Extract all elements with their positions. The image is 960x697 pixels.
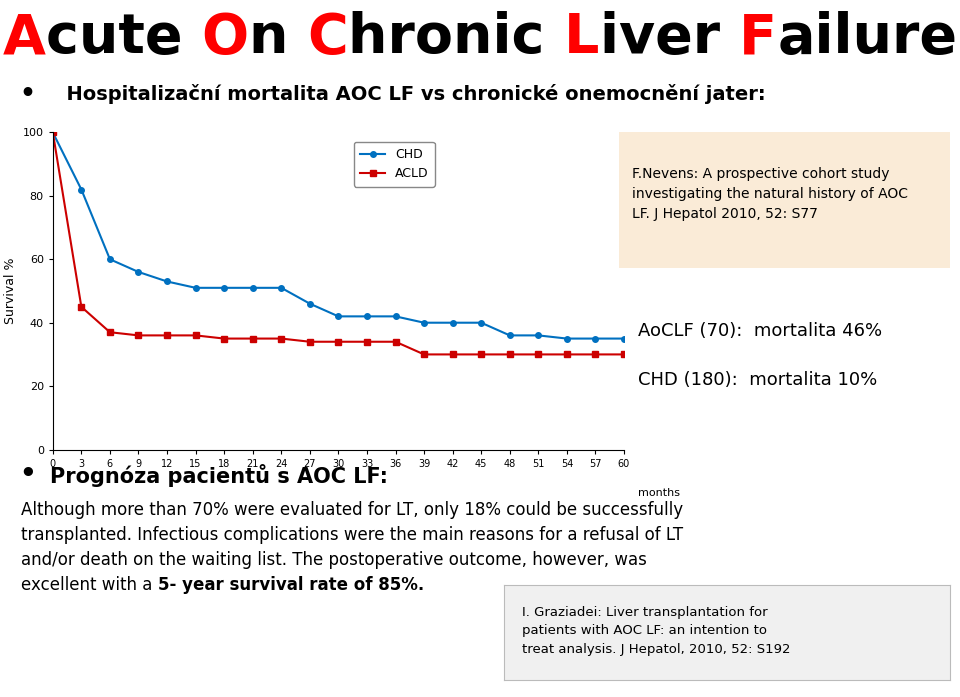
ACLD — [104, 328, 116, 337]
CHD — [533, 331, 544, 339]
Text: and/or death on the waiting list. The postoperative outcome, however, was: and/or death on the waiting list. The po… — [21, 551, 647, 569]
Text: CHD (180):  mortalita 10%: CHD (180): mortalita 10% — [638, 371, 877, 389]
Text: Although more than 70% were evaluated for LT, only 18% could be successfully: Although more than 70% were evaluated fo… — [21, 501, 684, 519]
Text: A: A — [3, 11, 46, 66]
Text: C: C — [308, 11, 348, 66]
Text: F.Nevens: A prospective cohort study
investigating the natural history of AOC
LF: F.Nevens: A prospective cohort study inv… — [633, 167, 908, 221]
ACLD — [618, 350, 630, 358]
ACLD — [247, 335, 258, 343]
Text: ailure: ailure — [778, 11, 957, 66]
Text: hronic: hronic — [348, 11, 564, 66]
CHD — [504, 331, 516, 339]
CHD — [475, 319, 487, 327]
CHD — [333, 312, 345, 321]
CHD — [247, 284, 258, 292]
Text: months: months — [638, 488, 681, 498]
ACLD — [304, 337, 316, 346]
Text: cute: cute — [46, 11, 202, 66]
ACLD — [589, 350, 601, 358]
Text: F: F — [739, 11, 778, 66]
CHD — [190, 284, 202, 292]
ACLD — [390, 337, 401, 346]
CHD — [447, 319, 459, 327]
Text: •: • — [19, 462, 36, 489]
ACLD — [447, 350, 459, 358]
Legend: CHD, ACLD: CHD, ACLD — [354, 142, 435, 187]
ACLD — [533, 350, 544, 358]
ACLD — [333, 337, 345, 346]
Line: CHD: CHD — [50, 130, 627, 342]
CHD — [76, 185, 87, 194]
CHD — [618, 335, 630, 343]
CHD — [304, 300, 316, 308]
Text: O: O — [202, 11, 249, 66]
CHD — [276, 284, 287, 292]
Text: •: • — [19, 82, 36, 106]
CHD — [361, 312, 372, 321]
Text: AoCLF (70):  mortalita 46%: AoCLF (70): mortalita 46% — [638, 322, 882, 340]
CHD — [561, 335, 572, 343]
ACLD — [561, 350, 572, 358]
CHD — [132, 268, 144, 276]
ACLD — [47, 128, 59, 137]
Text: transplanted. Infectious complications were the main reasons for a refusal of LT: transplanted. Infectious complications w… — [21, 526, 684, 544]
ACLD — [190, 331, 202, 339]
ACLD — [504, 350, 516, 358]
ACLD — [219, 335, 230, 343]
CHD — [47, 128, 59, 137]
ACLD — [76, 302, 87, 311]
CHD — [419, 319, 430, 327]
CHD — [161, 277, 173, 286]
ACLD — [161, 331, 173, 339]
ACLD — [361, 337, 372, 346]
Text: n: n — [249, 11, 308, 66]
ACLD — [419, 350, 430, 358]
Text: I. Graziadei: Liver transplantation for
patients with AOC LF: an intention to
tr: I. Graziadei: Liver transplantation for … — [522, 606, 790, 656]
ACLD — [276, 335, 287, 343]
ACLD — [475, 350, 487, 358]
CHD — [104, 255, 116, 263]
Line: ACLD: ACLD — [50, 130, 627, 357]
Text: L: L — [564, 11, 600, 66]
CHD — [219, 284, 230, 292]
Text: iver: iver — [600, 11, 739, 66]
ACLD — [132, 331, 144, 339]
Text: Hospitalizační mortalita AOC LF vs chronické onemocnění jater:: Hospitalizační mortalita AOC LF vs chron… — [53, 84, 765, 104]
Y-axis label: Survival %: Survival % — [4, 258, 17, 324]
CHD — [589, 335, 601, 343]
CHD — [390, 312, 401, 321]
Text: Prognóza pacientů s AOC LF:: Prognóza pacientů s AOC LF: — [50, 464, 388, 487]
Text: 5- year survival rate of 85%.: 5- year survival rate of 85%. — [157, 576, 424, 595]
Text: excellent with a: excellent with a — [21, 576, 157, 595]
